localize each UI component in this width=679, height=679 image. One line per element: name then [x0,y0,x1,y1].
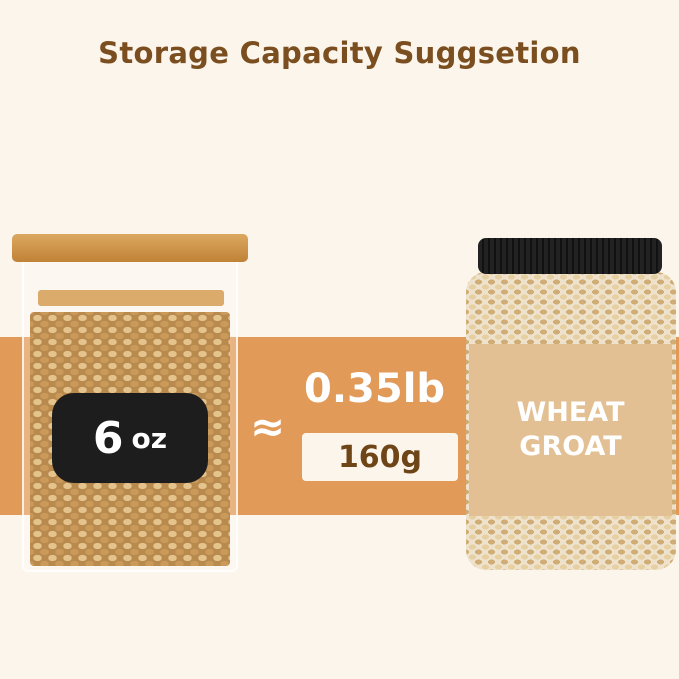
approx-symbol: ≈ [250,402,286,451]
label-line2: GROAT [519,431,622,462]
weight-g-box: 160g [302,433,458,481]
product-label: WHEAT GROAT [469,344,672,516]
capacity-unit: oz [131,421,168,455]
weight-g: 160g [337,439,423,475]
bottle-cap [478,238,662,274]
label-line1: WHEAT [516,397,625,428]
bamboo-lid [12,234,248,262]
capacity-number: 6 [92,412,124,464]
chalkboard-tag: 6 oz [52,393,208,483]
lid-seal [38,290,224,306]
page-title: Storage Capacity Suggsetion [98,36,581,70]
weight-lb: 0.35lb [304,366,446,412]
